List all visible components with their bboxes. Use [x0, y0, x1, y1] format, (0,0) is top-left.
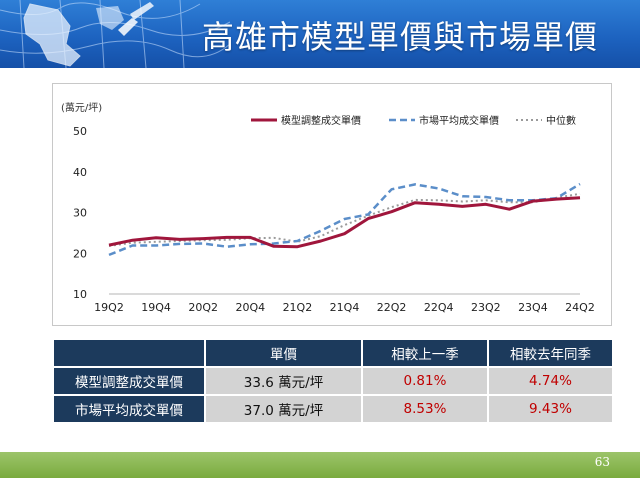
yoy-cell: 9.43%	[487, 394, 614, 424]
x-tick-label: 22Q4	[424, 301, 454, 314]
slide-footer	[0, 452, 640, 478]
x-tick-label: 20Q4	[235, 301, 265, 314]
yoy-cell: 4.74%	[487, 366, 614, 396]
y-tick-label: 50	[73, 125, 87, 138]
series-line	[108, 196, 581, 249]
x-tick-label: 21Q2	[283, 301, 313, 314]
price-cell: 37.0 萬元/坪	[204, 394, 363, 424]
table-row: 模型調整成交單價 33.6 萬元/坪 0.81% 4.74%	[52, 366, 614, 396]
x-tick-label: 19Q4	[141, 301, 171, 314]
x-tick-label: 23Q4	[518, 301, 548, 314]
y-axis-label: (萬元/坪)	[61, 101, 102, 114]
series-line	[108, 192, 581, 247]
x-tick-label: 23Q2	[471, 301, 501, 314]
qoq-cell: 8.53%	[361, 394, 489, 424]
x-tick-label: 22Q2	[377, 301, 407, 314]
table-header-corner	[52, 338, 206, 368]
table-row: 市場平均成交單價 37.0 萬元/坪 8.53% 9.43%	[52, 394, 614, 424]
price-cell: 33.6 萬元/坪	[204, 366, 363, 396]
table-header-price: 單價	[204, 338, 363, 368]
series-line	[108, 182, 581, 257]
y-tick-label: 40	[73, 166, 87, 179]
page-title: 高雄市模型單價與市場單價	[201, 18, 598, 56]
x-tick-label: 21Q4	[330, 301, 360, 314]
line-chart: (萬元/坪) 10 20 30 40 50 19Q2 19Q4 20Q2 20Q4 21Q2 21Q4…	[61, 101, 595, 314]
qoq-cell: 0.81%	[361, 366, 489, 396]
row-label: 模型調整成交單價	[52, 366, 206, 396]
legend-label: 模型調整成交單價	[281, 114, 361, 127]
x-tick-label: 24Q2	[565, 301, 595, 314]
table-header-row: 單價 相較上一季 相較去年同季	[52, 338, 614, 368]
page-number: 63	[594, 455, 610, 469]
legend-label: 中位數	[546, 114, 576, 127]
chart-panel: (萬元/坪) 10 20 30 40 50 19Q2 19Q4 20Q2 20Q4 21Q2 21Q4…	[52, 83, 612, 326]
row-label: 市場平均成交單價	[52, 394, 206, 424]
legend-label: 市場平均成交單價	[419, 114, 499, 127]
slide-header: 高雄市模型單價與市場單價	[0, 0, 640, 68]
y-tick-label: 30	[73, 207, 87, 220]
y-tick-label: 10	[73, 288, 87, 301]
table-header-qoq: 相較上一季	[361, 338, 489, 368]
x-tick-label: 20Q2	[188, 301, 218, 314]
table-header-yoy: 相較去年同季	[487, 338, 614, 368]
x-tick-label: 19Q2	[94, 301, 124, 314]
map-decoration-icon	[0, 0, 230, 68]
summary-table: 單價 相較上一季 相較去年同季 模型調整成交單價 33.6 萬元/坪 0.81%…	[52, 338, 614, 424]
y-tick-label: 20	[73, 247, 87, 260]
